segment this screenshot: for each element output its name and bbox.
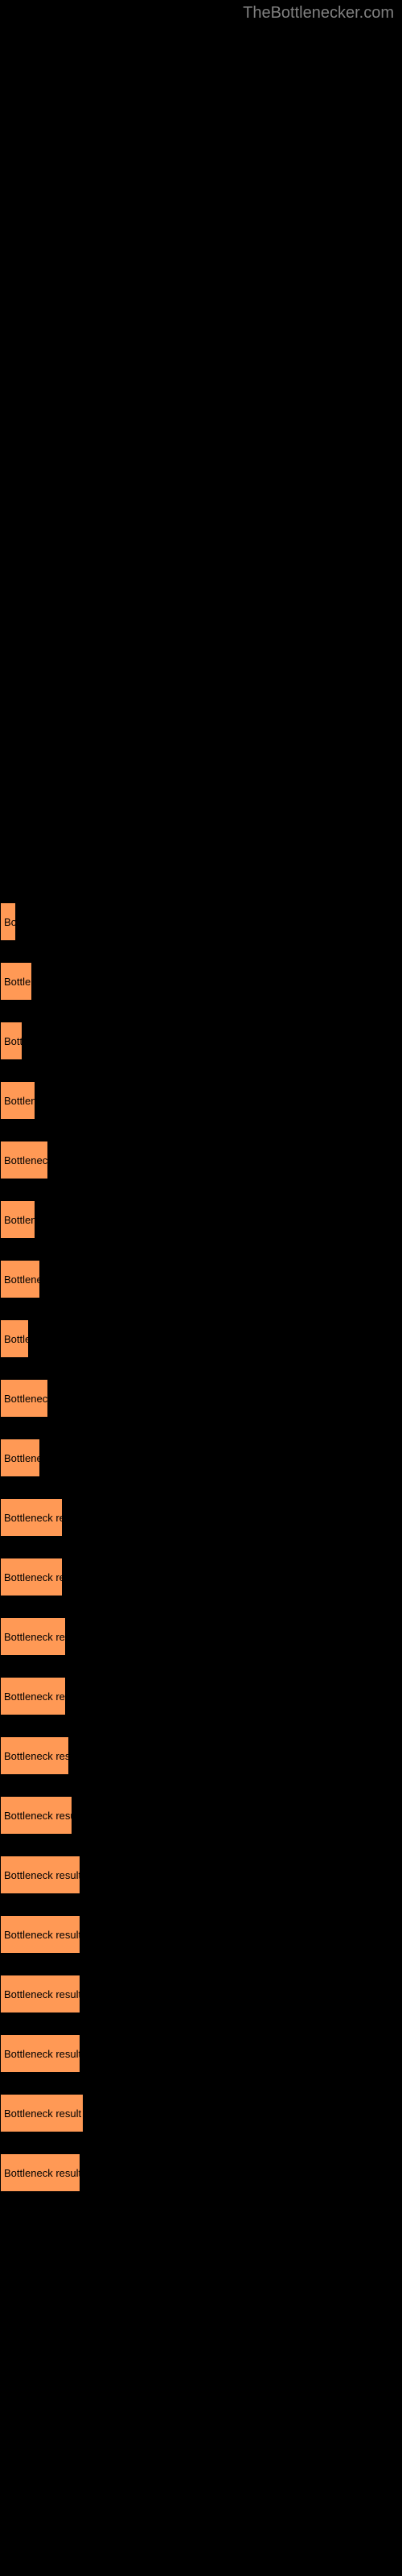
bar-row: Bottleneck result xyxy=(0,1905,402,1964)
bar-row: Bottleneck result xyxy=(0,1607,402,1666)
bar: Bottlen xyxy=(0,1319,29,1358)
bar-row: Bottlenec xyxy=(0,1071,402,1130)
bar: Bottleneck result xyxy=(0,1558,63,1596)
bar-row: Bottleneck resul xyxy=(0,1726,402,1785)
bar-row: Bottlenec xyxy=(0,1190,402,1249)
bar: Bottleneck xyxy=(0,1260,40,1298)
bar: Bottleneck result xyxy=(0,1677,66,1715)
bar-row: Bottleneck re xyxy=(0,1130,402,1190)
bar-row: Bottleneck result xyxy=(0,1845,402,1905)
bar: Bottleneck result xyxy=(0,1617,66,1656)
bar-row: Bottleneck result xyxy=(0,1666,402,1726)
bar-row: Bottleneck result xyxy=(0,1964,402,2024)
bar-row: Bottleneck result xyxy=(0,2143,402,2202)
bar: Bottleneck result xyxy=(0,1498,63,1537)
bar: Bottlenec xyxy=(0,1439,40,1477)
bar: Bottlenec xyxy=(0,1081,35,1120)
bar: Bo xyxy=(0,902,16,941)
bar-row: Bo xyxy=(0,892,402,952)
bar-row: Bottleneck xyxy=(0,1249,402,1309)
bar-chart: Bo Bottlene Bott Bottlenec Bottleneck re Bott… xyxy=(0,27,402,2202)
bar: Bottleneck re xyxy=(0,1141,48,1179)
watermark: TheBottlenecker.com xyxy=(0,0,402,27)
bar: Bottleneck re xyxy=(0,1379,48,1418)
bar-row: Bottleneck re xyxy=(0,1368,402,1428)
bar-row: Bottlenec xyxy=(0,1428,402,1488)
bar-row: Bottleneck result xyxy=(0,2083,402,2143)
bar-row: Bottlen xyxy=(0,1309,402,1368)
bar-row: Bottleneck result xyxy=(0,1488,402,1547)
bar: Bottleneck result xyxy=(0,2153,80,2192)
bar-row: Bottleneck result xyxy=(0,1547,402,1607)
bar: Bottleneck result xyxy=(0,2034,80,2073)
bar: Bottleneck result xyxy=(0,1975,80,2013)
bar: Bottleneck result xyxy=(0,1856,80,1894)
bar: Bottlenec xyxy=(0,1200,35,1239)
bar-row: Bott xyxy=(0,1011,402,1071)
bar: Bottlene xyxy=(0,962,32,1001)
bar-row: Bottleneck result xyxy=(0,2024,402,2083)
bar: Bottleneck result xyxy=(0,1915,80,1954)
bar-row: Bottleneck result xyxy=(0,1785,402,1845)
bar: Bottleneck result xyxy=(0,2094,84,2132)
bar-row: Bottlene xyxy=(0,952,402,1011)
bar: Bottleneck result xyxy=(0,1796,72,1835)
bar: Bott xyxy=(0,1022,23,1060)
bar: Bottleneck resul xyxy=(0,1736,69,1775)
